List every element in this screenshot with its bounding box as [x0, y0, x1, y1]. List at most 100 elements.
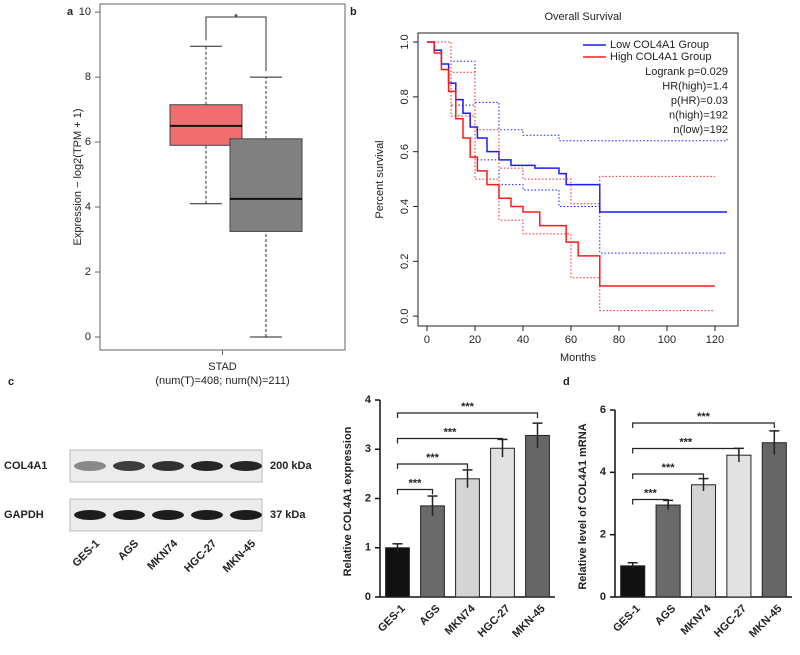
y-tick-label: 4 — [600, 466, 607, 478]
bar — [655, 504, 681, 598]
x-tick-label: GES-1 — [376, 603, 408, 635]
box — [229, 138, 303, 232]
annotation: p(HR)=0.03 — [671, 95, 728, 107]
bar — [490, 447, 515, 598]
y-tick-label: 2 — [365, 492, 371, 504]
y-tick-label: 8 — [85, 71, 91, 83]
significance-bracket — [396, 488, 434, 495]
y-tick-label: 3 — [365, 443, 371, 455]
lane-label: GES-1 — [70, 538, 102, 570]
x-tick-label: 0 — [424, 334, 430, 346]
significance-mark: *** — [426, 452, 440, 464]
x-tick-label: 100 — [658, 334, 676, 346]
x-tick-label: MKN-45 — [747, 603, 784, 640]
annotation: HR(high)=1.4 — [662, 80, 728, 92]
y-tick-label: 1.0 — [399, 34, 411, 49]
x-tick-label: AGS — [417, 603, 442, 628]
y-tick-label: 6 — [85, 136, 91, 148]
x-tick-label: HGC-27 — [476, 603, 513, 640]
blot-band — [74, 510, 106, 520]
blot-band — [74, 461, 106, 471]
x-axis-label: Months — [560, 352, 597, 364]
lane-label: AGS — [116, 538, 141, 563]
annotation: n(low)=192 — [673, 124, 728, 136]
blot-band — [113, 461, 145, 471]
confidence-line — [426, 41, 727, 254]
significance-bracket — [632, 422, 775, 428]
bar — [690, 484, 717, 598]
blot-band — [191, 510, 223, 520]
x-tick-label: HGC-27 — [712, 603, 749, 640]
y-tick-label: 0.2 — [399, 254, 411, 269]
survival-line — [426, 41, 727, 213]
y-tick-label: 2 — [85, 266, 91, 278]
significance-bracket — [396, 463, 469, 469]
blot-band — [113, 510, 145, 520]
y-tick-label: 4 — [365, 394, 372, 406]
y-tick-label: 10 — [79, 6, 91, 18]
y-axis-label: Percent survival — [374, 140, 386, 218]
bar — [620, 565, 646, 598]
significance-mark: * — [234, 12, 239, 24]
y-tick-label: 4 — [85, 201, 91, 213]
bar — [525, 434, 550, 598]
significance-mark: *** — [461, 401, 475, 413]
x-tick-label: MKN74 — [443, 602, 478, 637]
bar — [385, 547, 410, 598]
survival-line — [426, 41, 715, 287]
y-tick-label: 0.6 — [399, 144, 411, 159]
y-axis-label: Relative COL4A1 expression — [342, 426, 354, 576]
blot-band — [152, 510, 184, 520]
size-label: 37 kDa — [270, 509, 306, 521]
confidence-line — [426, 41, 728, 142]
x-tick-label: MKN74 — [679, 602, 714, 637]
y-tick-label: 0.4 — [399, 199, 411, 214]
annotation: Logrank p=0.029 — [645, 66, 728, 78]
y-tick-label: 0.0 — [399, 308, 411, 323]
x-tick-label: 40 — [517, 334, 529, 346]
x-tick-label: 80 — [613, 334, 625, 346]
lane-label: HGC-27 — [182, 538, 219, 575]
blot-band — [230, 461, 262, 471]
significance-bracket — [632, 473, 705, 479]
panel-letter: a — [67, 6, 74, 18]
x-axis-sublabel: (num(T)=408; num(N)=211) — [155, 375, 289, 387]
panel-letter: b — [350, 6, 357, 18]
y-tick-label: 1 — [365, 542, 371, 554]
bar — [726, 454, 752, 598]
x-tick-label: GES-1 — [611, 603, 643, 635]
y-tick-label: 6 — [600, 404, 606, 416]
y-axis-label: Expression − log2(TPM + 1) — [72, 109, 84, 246]
bar — [455, 478, 480, 598]
y-axis-label: Relative level of COL4A1 mRNA — [577, 423, 589, 589]
x-tick-label: 120 — [706, 334, 724, 346]
lane-label: MKN74 — [145, 537, 180, 572]
blot-band — [152, 461, 184, 471]
y-tick-label: 0 — [600, 591, 606, 603]
legend-label: High COL4A1 Group — [610, 51, 712, 63]
y-tick-label: 2 — [600, 529, 606, 541]
plot-frame — [417, 32, 739, 327]
legend-label: Low COL4A1 Group — [610, 39, 709, 51]
significance-mark: *** — [697, 411, 711, 423]
blot-band — [191, 461, 223, 471]
significance-mark: *** — [409, 477, 423, 489]
x-axis-label: STAD — [208, 361, 237, 373]
size-label: 200 kDa — [270, 460, 312, 472]
significance-mark: *** — [679, 436, 693, 448]
significance-mark: *** — [644, 487, 658, 499]
x-tick-label: MKN-45 — [510, 603, 547, 640]
significance-bracket — [632, 498, 669, 505]
confidence-line — [426, 41, 715, 205]
x-tick-label: 20 — [469, 334, 481, 346]
significance-mark: *** — [662, 462, 676, 474]
bar — [420, 505, 445, 598]
panel-letter: d — [563, 376, 570, 388]
significance-bracket — [396, 437, 504, 444]
confidence-line — [426, 41, 715, 312]
row-label: GAPDH — [4, 509, 44, 521]
bar — [761, 442, 787, 598]
chart-title: Overall Survival — [544, 11, 621, 23]
lane-label: MKN-45 — [221, 538, 258, 575]
